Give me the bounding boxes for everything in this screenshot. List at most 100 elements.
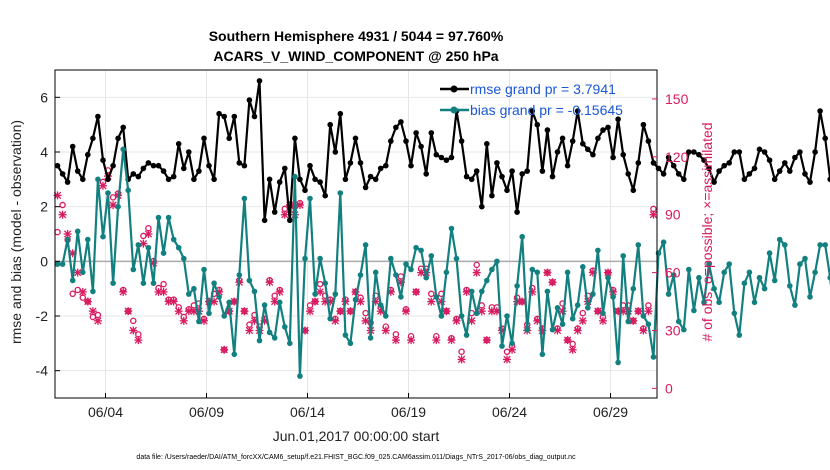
rmse-point — [817, 108, 823, 114]
obs-possible-point — [473, 261, 480, 269]
obs-assimilated-point — [78, 287, 87, 296]
obs-assimilated-point — [477, 307, 486, 316]
bias-point — [524, 326, 530, 333]
rmse-point — [706, 165, 712, 172]
bias-point — [362, 242, 369, 248]
rmse-point — [590, 151, 596, 158]
bias-point — [292, 173, 298, 180]
obs-assimilated-point — [311, 297, 320, 306]
y-tick-label-right: 120 — [665, 149, 689, 165]
bias-point — [766, 250, 773, 256]
bias-point — [211, 280, 217, 287]
obs-assimilated-point — [174, 307, 183, 316]
obs-assimilated-point — [634, 307, 643, 316]
bias-point — [418, 247, 424, 254]
obs-assimilated-point — [568, 345, 577, 354]
rmse-point — [499, 173, 505, 180]
chart-title-line1: Southern Hemisphere 4931 / 5044 = 97.760… — [209, 28, 504, 44]
rmse-point — [211, 176, 217, 183]
obs-assimilated-point — [124, 307, 133, 316]
bias-point — [736, 332, 743, 338]
rmse-point — [595, 135, 601, 142]
rmse-point — [135, 173, 142, 180]
bias-point — [181, 255, 187, 262]
rmse-point — [251, 113, 258, 120]
rmse-point — [110, 162, 116, 169]
bias-point — [620, 253, 626, 259]
rmse-point — [564, 162, 571, 169]
rmse-point — [797, 149, 803, 155]
bias-point — [807, 294, 813, 300]
obs-possible-point — [160, 280, 167, 288]
x-tick-label: 06/19 — [391, 404, 426, 420]
bias-point — [398, 294, 404, 300]
rmse-point — [367, 173, 374, 180]
rmse-point — [393, 124, 399, 131]
bias-point — [377, 302, 384, 308]
bias-point — [317, 255, 323, 262]
bias-point — [90, 288, 96, 295]
rmse-point — [140, 165, 147, 172]
y-tick-label-right: 60 — [665, 265, 681, 281]
rmse-point — [59, 171, 66, 177]
bias-point — [150, 280, 157, 287]
rmse-point — [282, 165, 288, 172]
rmse-point — [347, 160, 354, 166]
rmse-point — [221, 113, 227, 120]
bias-point — [514, 283, 520, 289]
bias-point — [590, 291, 596, 297]
obs-assimilated-point — [144, 230, 153, 238]
rmse-point — [155, 162, 162, 169]
rmse-point — [433, 151, 440, 158]
y-axis-label-right: # of obs: o=possible; ×=assimilated — [699, 122, 715, 341]
rmse-point — [69, 143, 76, 150]
bias-point — [393, 272, 399, 278]
obs-assimilated-point — [391, 336, 400, 345]
bias-point — [564, 269, 571, 276]
bias-point — [433, 294, 440, 300]
bias-point — [817, 242, 823, 248]
bias-point — [216, 294, 222, 300]
rmse-point — [191, 176, 197, 183]
bias-point — [569, 315, 576, 322]
bias-point — [271, 335, 278, 341]
bias-point — [681, 326, 687, 333]
rmse-point — [640, 121, 647, 128]
y-tick-label-left: -2 — [36, 308, 49, 324]
obs-assimilated-point — [275, 287, 284, 296]
obs-assimilated-point — [270, 297, 279, 306]
bias-point — [307, 195, 313, 202]
rmse-point — [327, 121, 334, 128]
rmse-point — [181, 165, 187, 172]
obs-assimilated-point — [629, 316, 638, 325]
bias-point — [155, 214, 162, 221]
bias-point — [782, 242, 788, 248]
bias-point — [347, 340, 354, 347]
bias-point — [428, 253, 435, 259]
rmse-point — [120, 124, 126, 131]
rmse-point — [660, 171, 667, 177]
rmse-point — [484, 141, 490, 147]
y-tick-label-right: 30 — [665, 322, 681, 338]
obs-assimilated-point — [548, 278, 557, 287]
rmse-point — [554, 149, 561, 155]
bias-point — [499, 343, 505, 349]
obs-possible-point — [458, 348, 465, 355]
bias-point — [625, 318, 631, 325]
bias-point — [585, 305, 591, 311]
obs-assimilated-point — [306, 307, 315, 316]
rmse-point — [448, 154, 455, 161]
bias-point — [231, 351, 238, 358]
rmse-point — [388, 138, 394, 144]
bias-point — [170, 236, 177, 243]
rmse-point — [302, 187, 308, 194]
obs-layer — [53, 167, 658, 364]
bias-point — [670, 272, 677, 278]
rmse-point — [216, 110, 222, 117]
rmse-point — [54, 162, 61, 169]
y-tick-label-left: 2 — [40, 199, 48, 215]
rmse-point — [322, 192, 329, 199]
rmse-point — [276, 179, 283, 185]
rmse-point — [201, 135, 207, 142]
